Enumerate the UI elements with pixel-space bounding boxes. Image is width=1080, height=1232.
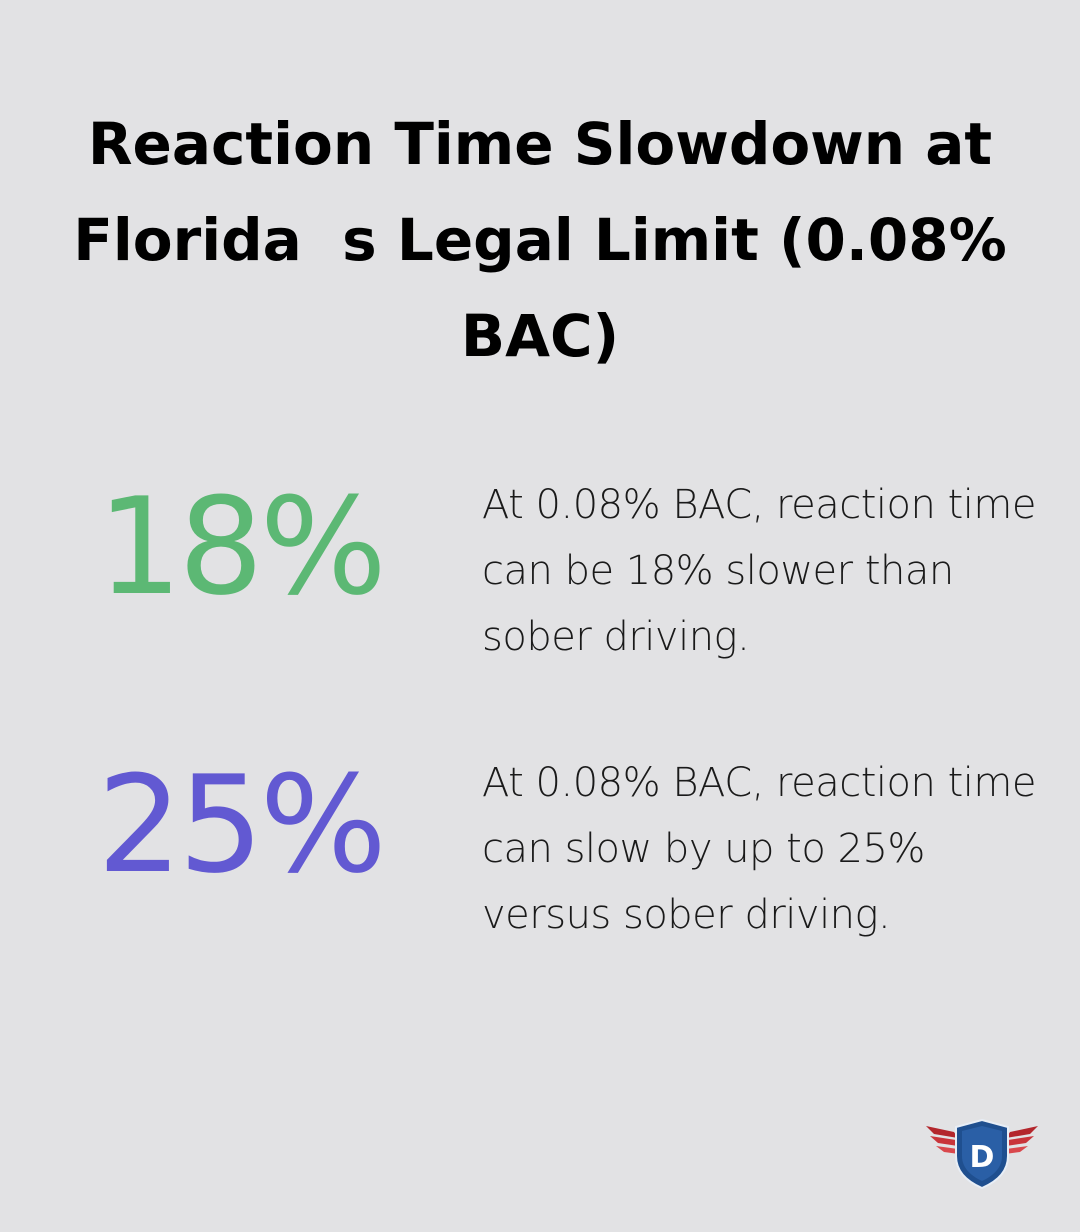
title-gap bbox=[302, 206, 342, 274]
logo-letter: D bbox=[970, 1140, 995, 1175]
shield-inner bbox=[962, 1126, 1002, 1181]
stat-value-25: 25% bbox=[97, 747, 387, 903]
left-wing-2 bbox=[930, 1136, 958, 1146]
page-title: Reaction Time Slowdown at Florida s Lega… bbox=[40, 96, 1040, 384]
right-wing-3 bbox=[1005, 1146, 1028, 1154]
title-line-3: BAC) bbox=[460, 302, 620, 370]
left-wing bbox=[926, 1126, 958, 1138]
stat-value-18: 18% bbox=[97, 469, 387, 625]
left-wing-3 bbox=[936, 1146, 959, 1154]
title-line-2a: Florida bbox=[73, 206, 302, 274]
stat-description-18: At 0.08% BAC, reaction time can be 18% s… bbox=[482, 482, 1036, 660]
title-line-1: Reaction Time Slowdown at bbox=[87, 110, 993, 178]
title-line-2b: s Legal Limit (0.08% bbox=[342, 206, 1007, 274]
stat-description-25: At 0.08% BAC, reaction time can slow by … bbox=[482, 760, 1036, 938]
right-wing bbox=[1006, 1126, 1038, 1138]
shield-wings-logo-icon: D bbox=[926, 1118, 1038, 1190]
right-wing-2 bbox=[1006, 1136, 1034, 1146]
